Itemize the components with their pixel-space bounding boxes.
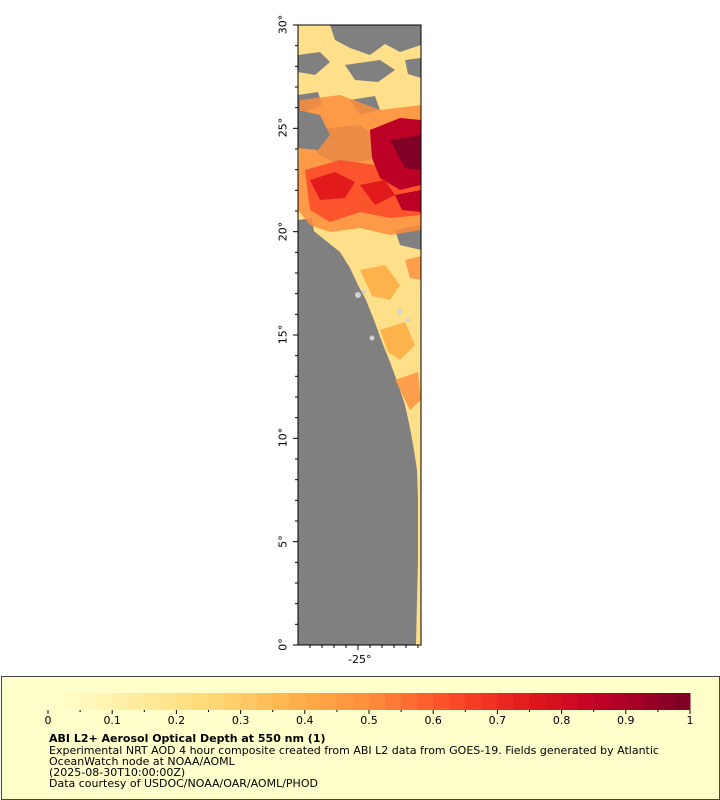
coastal-aerosol — [360, 256, 421, 410]
colorbar-swatch — [401, 693, 418, 710]
colorbar-swatch — [320, 693, 338, 710]
lat-label: 30° — [276, 14, 290, 35]
colorbar-label: 0 — [44, 714, 52, 727]
dust-plume — [298, 95, 421, 235]
colorbar-swatch — [577, 693, 595, 710]
colorbar-swatch — [465, 693, 482, 710]
colorbar-swatch — [369, 693, 386, 710]
lat-label: 15° — [276, 324, 290, 345]
colorbar-swatch — [256, 693, 274, 710]
colorbar-swatch — [96, 693, 113, 710]
colorbar-swatch — [176, 693, 193, 710]
colorbar-label: 0.6 — [424, 714, 442, 727]
colorbar-swatch — [593, 693, 611, 710]
map-area: 30° 25° 20° 15° 10° 5° 0° -25° — [0, 0, 720, 675]
colorbar-swatch — [641, 693, 659, 710]
colorbar-swatch — [417, 693, 434, 710]
colorbar-swatch — [128, 693, 145, 710]
legend-panel: 0 0.1 0.2 0.3 0.4 0.5 0.6 0.7 0.8 0.9 1 ABI L2+ Ae… — [1, 676, 720, 800]
colorbar-swatch — [352, 693, 370, 710]
lat-label: 20° — [276, 221, 290, 241]
colorbar-swatch — [433, 693, 450, 710]
legend-title: ABI L2+ Aerosol Optical Depth at 550 nm … — [49, 732, 326, 745]
no-data-specks — [355, 290, 410, 341]
lat-label: 0° — [276, 638, 290, 651]
colorbar — [47, 693, 691, 714]
colorbar-swatch — [208, 693, 226, 710]
colorbar-swatch — [481, 693, 498, 710]
legend-line-3: (2025-08-30T10:00:00Z) — [49, 766, 186, 779]
colorbar-swatch — [192, 693, 209, 710]
colorbar-swatch — [545, 693, 563, 710]
colorbar-label: 0.8 — [552, 714, 571, 727]
lat-label: 10° — [276, 428, 290, 448]
colorbar-swatch — [497, 693, 514, 710]
legend-line-4: Data courtesy of USDOC/NOAA/OAR/AOML/PHO… — [49, 777, 318, 790]
lon-label: -25° — [348, 653, 372, 666]
colorbar-swatch — [304, 693, 322, 710]
colorbar-swatch — [657, 693, 675, 710]
colorbar-label: 0.1 — [103, 714, 121, 727]
colorbar-swatch — [224, 693, 242, 710]
colorbar-swatch — [625, 693, 643, 710]
lat-label: 5° — [276, 534, 290, 548]
colorbar-swatch — [513, 693, 530, 710]
colorbar-label: 0.4 — [296, 714, 314, 727]
colorbar-swatch — [561, 693, 579, 710]
colorbar-label: 1 — [686, 714, 694, 727]
colorbar-swatch — [112, 693, 129, 710]
legend-line-2: OceanWatch node at NOAA/AOML — [49, 755, 235, 768]
colorbar-label: 0.9 — [617, 714, 635, 727]
colorbar-swatch — [160, 693, 177, 710]
legend-line-1: Experimental NRT AOD 4 hour composite cr… — [49, 744, 659, 757]
aod-map[interactable] — [0, 0, 720, 675]
colorbar-swatch — [449, 693, 466, 710]
colorbar-label: 0.2 — [167, 714, 186, 727]
colorbar-swatch — [336, 693, 354, 710]
colorbar-swatch — [80, 693, 97, 710]
colorbar-swatch — [64, 693, 81, 710]
colorbar-label: 0.3 — [231, 714, 250, 727]
colorbar-swatch — [48, 693, 65, 710]
colorbar-label: 0.5 — [360, 714, 378, 727]
colorbar-label: 0.7 — [488, 714, 507, 727]
colorbar-swatch — [288, 693, 306, 710]
colorbar-swatch — [673, 693, 691, 710]
lon-ticks — [309, 645, 419, 650]
colorbar-swatch — [272, 693, 290, 710]
colorbar-swatch — [144, 693, 161, 710]
colorbar-swatch — [529, 693, 547, 710]
colorbar-swatch — [385, 693, 402, 710]
colorbar-swatch — [240, 693, 258, 710]
colorbar-swatch — [609, 693, 627, 710]
lat-label: 25° — [276, 118, 290, 138]
land-mass — [298, 228, 418, 645]
lat-ticks — [293, 24, 298, 646]
